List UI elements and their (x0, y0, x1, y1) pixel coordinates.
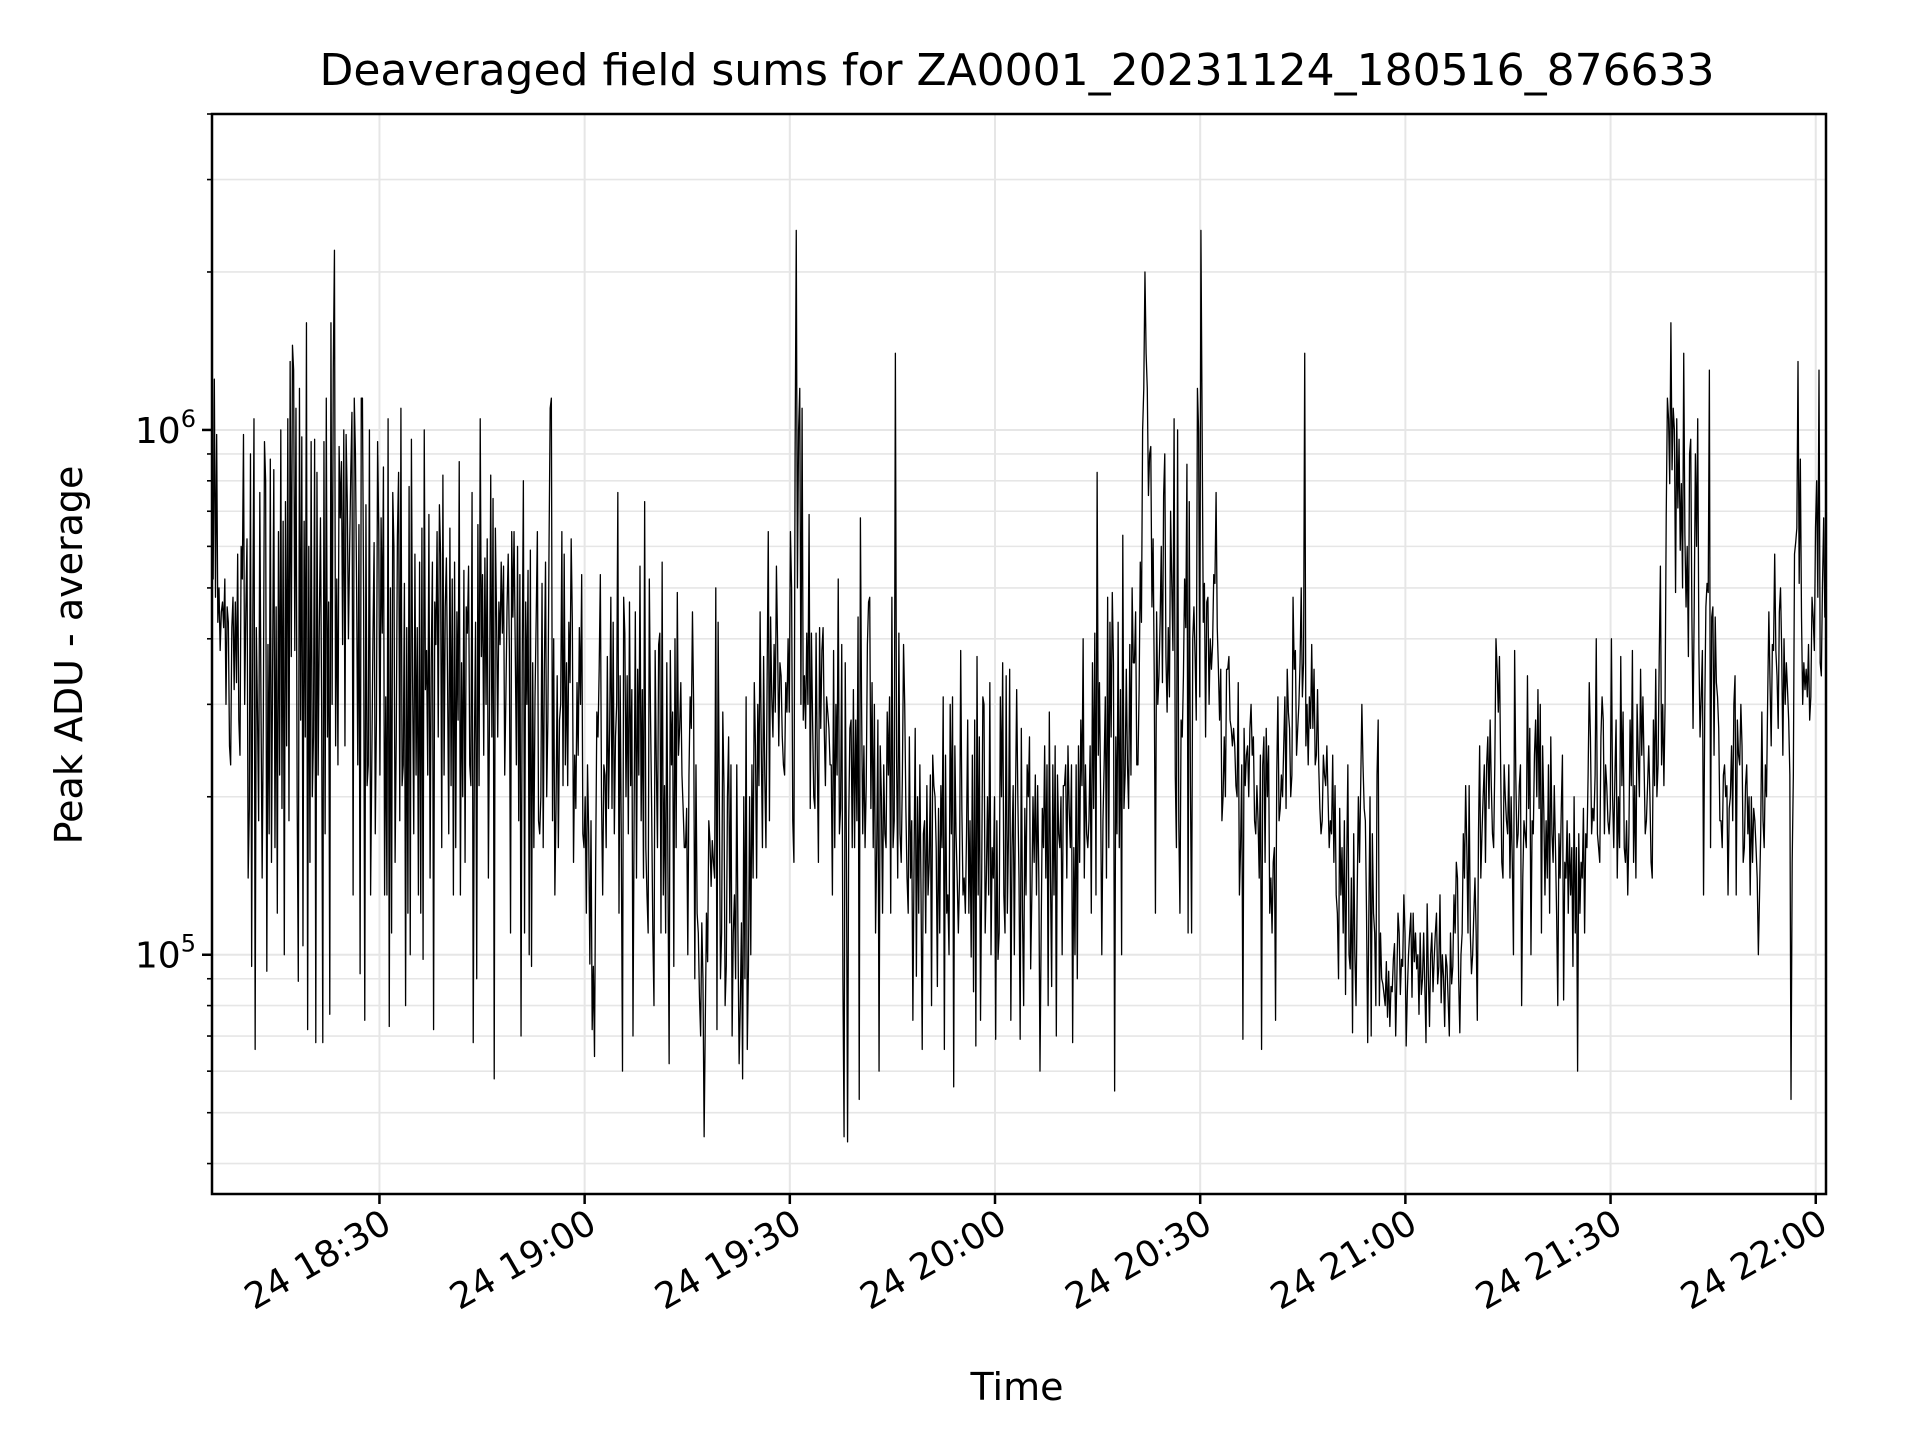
y-axis-label: Peak ADU - average (47, 466, 91, 845)
y-tick-label: 105 (135, 930, 196, 977)
x-axis-label: Time (970, 1365, 1064, 1409)
chart-title: Deaveraged field sums for ZA0001_2023112… (319, 45, 1714, 96)
y-axis-ticks: 105 106 (135, 113, 212, 1165)
plot-frame (210, 112, 1828, 1196)
series-line (211, 229, 1827, 1143)
y-tick-label: 106 (135, 405, 196, 452)
